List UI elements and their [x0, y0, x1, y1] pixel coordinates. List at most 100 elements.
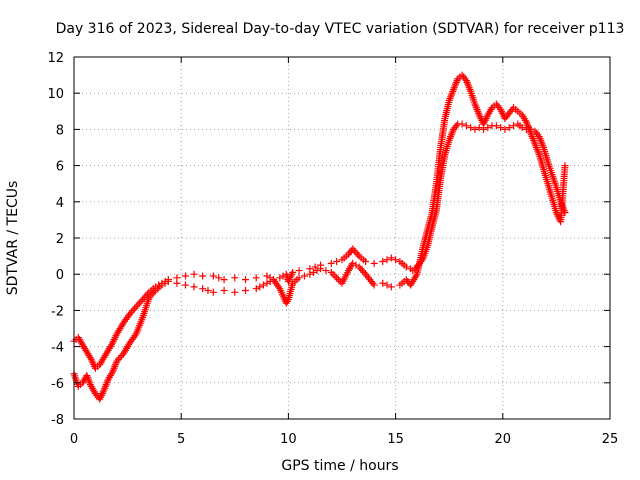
y-tick-label: -6: [51, 377, 64, 392]
data-point: [242, 276, 250, 284]
x-tick-label: 5: [177, 432, 185, 447]
data-point: [289, 268, 297, 276]
y-tick-label: 8: [56, 123, 64, 138]
data-point: [181, 281, 189, 289]
data-point: [370, 281, 378, 289]
data-point: [161, 279, 169, 287]
data-point: [256, 283, 264, 291]
data-point: [181, 272, 189, 280]
data-point: [116, 353, 124, 361]
data-point: [370, 259, 378, 267]
data-point: [492, 122, 500, 130]
data-point: [383, 281, 391, 289]
y-tick-label: 12: [47, 51, 64, 66]
data-point: [231, 288, 239, 296]
data-point: [358, 267, 366, 275]
data-point: [333, 274, 341, 282]
data-point: [392, 256, 400, 264]
data-point: [561, 162, 569, 170]
data-point: [263, 279, 271, 287]
data-point: [242, 286, 250, 294]
data-point: [204, 286, 212, 294]
data-point: [505, 124, 513, 132]
x-tick-label: 25: [602, 432, 619, 447]
y-tick-label: -4: [51, 341, 64, 356]
data-point: [137, 297, 145, 305]
data-point: [220, 276, 228, 284]
data-point: [131, 305, 139, 313]
data-point: [354, 250, 362, 258]
data-point: [215, 274, 223, 282]
data-point: [501, 125, 509, 133]
data-point: [357, 265, 365, 273]
data-point: [467, 124, 475, 132]
data-point: [276, 274, 284, 282]
data-point: [402, 263, 410, 271]
y-tick-label: -2: [51, 304, 64, 319]
axis-ticks: 0 5 10 15 20 25 -8 -6 -4 -2 0 2 4 6 8 10 12: [47, 51, 618, 447]
data-point: [209, 272, 217, 280]
data-point: [387, 283, 395, 291]
data-point: [295, 274, 303, 282]
data-point: [387, 254, 395, 262]
data-point: [135, 299, 143, 307]
data-point: [190, 270, 198, 278]
data-point: [458, 120, 466, 128]
data-point: [313, 267, 321, 275]
data-point: [263, 272, 271, 280]
y-tick-label: 4: [56, 196, 64, 211]
data-point: [322, 267, 330, 275]
data-point: [259, 281, 267, 289]
data-point: [497, 124, 505, 132]
data-point: [379, 279, 387, 287]
y-tick-label: 2: [56, 232, 64, 247]
data-point: [317, 265, 325, 273]
data-point: [355, 263, 363, 271]
y-tick-label: 10: [47, 87, 64, 102]
data-point: [462, 122, 470, 130]
data-point: [311, 263, 319, 271]
data-point: [199, 285, 207, 293]
data-point: [327, 259, 335, 267]
data-point: [484, 124, 492, 132]
data-point: [129, 306, 137, 314]
data-point: [300, 272, 308, 280]
data-point: [190, 283, 198, 291]
grid-lines: [74, 57, 610, 419]
data-point: [252, 285, 260, 293]
y-tick-label: 0: [56, 268, 64, 283]
data-point: [510, 122, 518, 130]
data-point: [331, 272, 339, 280]
x-tick-label: 10: [280, 432, 297, 447]
data-point: [334, 276, 342, 284]
data-point: [148, 290, 156, 298]
data-point: [475, 124, 483, 132]
data-point: [173, 279, 181, 287]
data-point: [209, 288, 217, 296]
data-points: [70, 71, 569, 403]
data-point: [518, 124, 526, 132]
data-point: [362, 258, 370, 266]
chart-title: Day 316 of 2023, Sidereal Day-to-day VTE…: [56, 21, 625, 37]
data-point: [309, 268, 317, 276]
data-point: [220, 286, 228, 294]
y-tick-label: 6: [56, 160, 64, 175]
data-point: [306, 270, 314, 278]
data-point: [352, 248, 360, 256]
x-axis-label: GPS time / hours: [281, 458, 398, 474]
data-point: [132, 303, 140, 311]
x-tick-label: 20: [495, 432, 512, 447]
data-point: [164, 277, 172, 285]
data-point: [352, 261, 360, 269]
data-point: [199, 272, 207, 280]
data-point: [327, 268, 335, 276]
x-tick-label: 15: [387, 432, 404, 447]
data-point: [329, 270, 337, 278]
data-point: [333, 258, 341, 266]
data-point: [252, 274, 260, 282]
data-point: [295, 267, 303, 275]
data-point: [134, 301, 142, 309]
data-point: [379, 258, 387, 266]
data-point: [383, 256, 391, 264]
